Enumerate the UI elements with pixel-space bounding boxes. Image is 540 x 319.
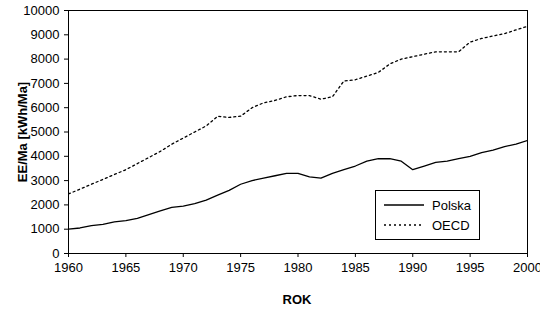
svg-text:1990: 1990 [398, 260, 427, 275]
svg-text:1000: 1000 [31, 221, 60, 236]
svg-text:1985: 1985 [341, 260, 370, 275]
svg-text:5000: 5000 [31, 124, 60, 139]
svg-text:10000: 10000 [23, 3, 59, 18]
html-text:ROK: ROK [282, 292, 312, 307]
svg-text:8000: 8000 [31, 51, 60, 66]
svg-text:4000: 4000 [31, 148, 60, 163]
svg-text:0: 0 [52, 246, 59, 261]
svg-text:2000: 2000 [513, 260, 540, 275]
svg-text:9000: 9000 [31, 27, 60, 42]
html-text:EE/Ma [kWh/Ma]: EE/Ma [kWh/Ma] [14, 81, 30, 183]
svg-text:1965: 1965 [111, 260, 140, 275]
svg-text:3000: 3000 [31, 173, 60, 188]
svg-text:1960: 1960 [54, 260, 83, 275]
html-text:Polska: Polska [432, 197, 471, 213]
svg-text:1980: 1980 [284, 260, 313, 275]
svg-text:6000: 6000 [31, 100, 60, 115]
svg-text:1975: 1975 [226, 260, 255, 275]
svg-text:1995: 1995 [456, 260, 485, 275]
html-text:OECD: OECD [432, 217, 470, 233]
svg-text:7000: 7000 [31, 76, 60, 91]
svg-text:2000: 2000 [31, 197, 60, 212]
svg-text:1970: 1970 [169, 260, 198, 275]
